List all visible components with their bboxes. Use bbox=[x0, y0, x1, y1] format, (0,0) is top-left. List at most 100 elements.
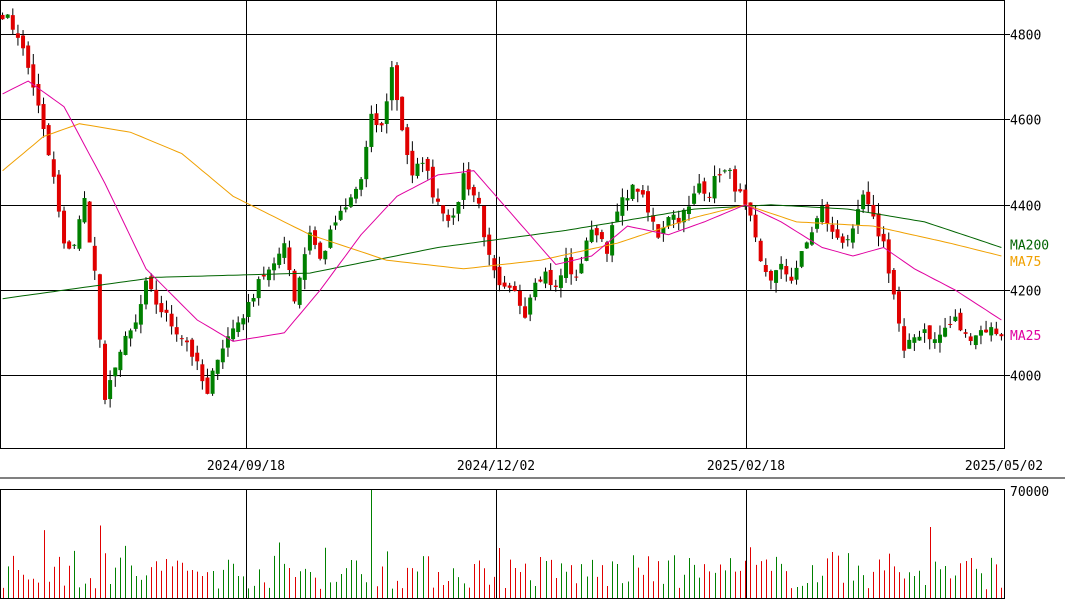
candle-body bbox=[154, 289, 159, 305]
candle-body bbox=[174, 327, 179, 335]
candle-body bbox=[922, 329, 927, 333]
candle-body bbox=[302, 254, 307, 280]
candle-body bbox=[610, 225, 615, 256]
candle-body bbox=[989, 327, 994, 336]
candle-body bbox=[5, 14, 10, 18]
candle-body bbox=[564, 257, 569, 279]
candle-body bbox=[46, 125, 51, 156]
x-tick-label: 2024/12/02 bbox=[457, 459, 535, 474]
candle-body bbox=[994, 328, 999, 335]
candle-body bbox=[338, 210, 343, 220]
candle-body bbox=[784, 266, 789, 275]
candle-body bbox=[323, 250, 328, 260]
candle-body bbox=[999, 334, 1004, 337]
candle-body bbox=[768, 270, 773, 281]
candle-body bbox=[528, 297, 533, 315]
candle-body bbox=[743, 189, 748, 205]
candle-body bbox=[435, 198, 440, 202]
candle-body bbox=[67, 241, 72, 249]
candle-body bbox=[605, 242, 610, 254]
candle-body bbox=[313, 230, 318, 245]
candle-body bbox=[369, 113, 374, 147]
candle-body bbox=[943, 327, 948, 337]
candle-body bbox=[415, 163, 420, 176]
candle-body bbox=[476, 197, 481, 204]
ma25-line bbox=[2, 80, 1002, 342]
candle-body bbox=[779, 263, 784, 270]
candle-body bbox=[405, 127, 410, 155]
candle-body bbox=[364, 146, 369, 180]
candle-body bbox=[241, 318, 246, 325]
x-tick-label: 2025/05/02 bbox=[965, 459, 1043, 474]
candle-body bbox=[379, 123, 384, 126]
candle-body bbox=[348, 197, 353, 207]
candle-body bbox=[958, 312, 963, 331]
candle-body bbox=[917, 336, 922, 341]
candle-body bbox=[820, 206, 825, 222]
candle-body bbox=[384, 101, 389, 124]
candle-body bbox=[138, 304, 143, 325]
candle-body bbox=[394, 65, 399, 101]
candle-body bbox=[374, 113, 379, 126]
candle-body bbox=[0, 14, 5, 20]
candle-body bbox=[451, 215, 456, 218]
candle-body bbox=[205, 377, 210, 394]
candle-body bbox=[907, 339, 912, 349]
ma200-line bbox=[2, 204, 1002, 300]
candle-body bbox=[461, 173, 466, 200]
candle-body bbox=[41, 104, 46, 130]
candle-body bbox=[681, 209, 686, 223]
candle-body bbox=[589, 229, 594, 242]
candle-body bbox=[727, 169, 732, 171]
candle-body bbox=[615, 211, 620, 222]
candle-body bbox=[902, 326, 907, 351]
candle-body bbox=[482, 205, 487, 238]
y-tick-label: 4800 bbox=[1010, 29, 1041, 44]
candle-body bbox=[246, 301, 251, 317]
candle-body bbox=[861, 194, 866, 210]
candle-body bbox=[973, 335, 978, 346]
candle-body bbox=[215, 359, 220, 374]
candle-body bbox=[502, 282, 507, 287]
candle-body bbox=[866, 191, 871, 205]
candle-body bbox=[133, 322, 138, 329]
candle-body bbox=[159, 303, 164, 313]
volume-panel bbox=[0, 489, 1005, 599]
candle-body bbox=[251, 297, 256, 302]
candle-body bbox=[579, 263, 584, 274]
y-tick-label: 4000 bbox=[1010, 370, 1041, 385]
candle-body bbox=[707, 196, 712, 198]
candle-body bbox=[733, 169, 738, 192]
y-tick-label: 4200 bbox=[1010, 285, 1041, 300]
candle-body bbox=[891, 269, 896, 295]
candle-body bbox=[282, 243, 287, 258]
candle-body bbox=[56, 174, 61, 212]
candle-body bbox=[184, 340, 189, 343]
candle-body bbox=[953, 316, 958, 322]
candle-body bbox=[200, 364, 205, 382]
candle-body bbox=[896, 291, 901, 324]
candle-body bbox=[441, 205, 446, 214]
candle-body bbox=[574, 276, 579, 278]
candle-body bbox=[912, 337, 917, 343]
candle-body bbox=[87, 201, 92, 243]
candle-body bbox=[266, 269, 271, 281]
candle-body bbox=[287, 247, 292, 271]
candle-body bbox=[978, 330, 983, 336]
volume-tick-label: 70000 bbox=[1010, 485, 1049, 500]
candle-body bbox=[143, 280, 148, 305]
x-tick-label: 2024/09/18 bbox=[207, 459, 285, 474]
candle-body bbox=[656, 224, 661, 238]
candle-body bbox=[190, 339, 195, 357]
candle-body bbox=[272, 263, 277, 271]
candle-body bbox=[774, 270, 779, 283]
candle-body bbox=[548, 269, 553, 286]
candle-body bbox=[748, 202, 753, 216]
candle-body bbox=[927, 325, 932, 340]
candle-body bbox=[789, 276, 794, 281]
candle-body bbox=[497, 266, 502, 286]
candle-body bbox=[277, 253, 282, 265]
candle-body bbox=[738, 189, 743, 192]
candle-body bbox=[625, 198, 630, 201]
